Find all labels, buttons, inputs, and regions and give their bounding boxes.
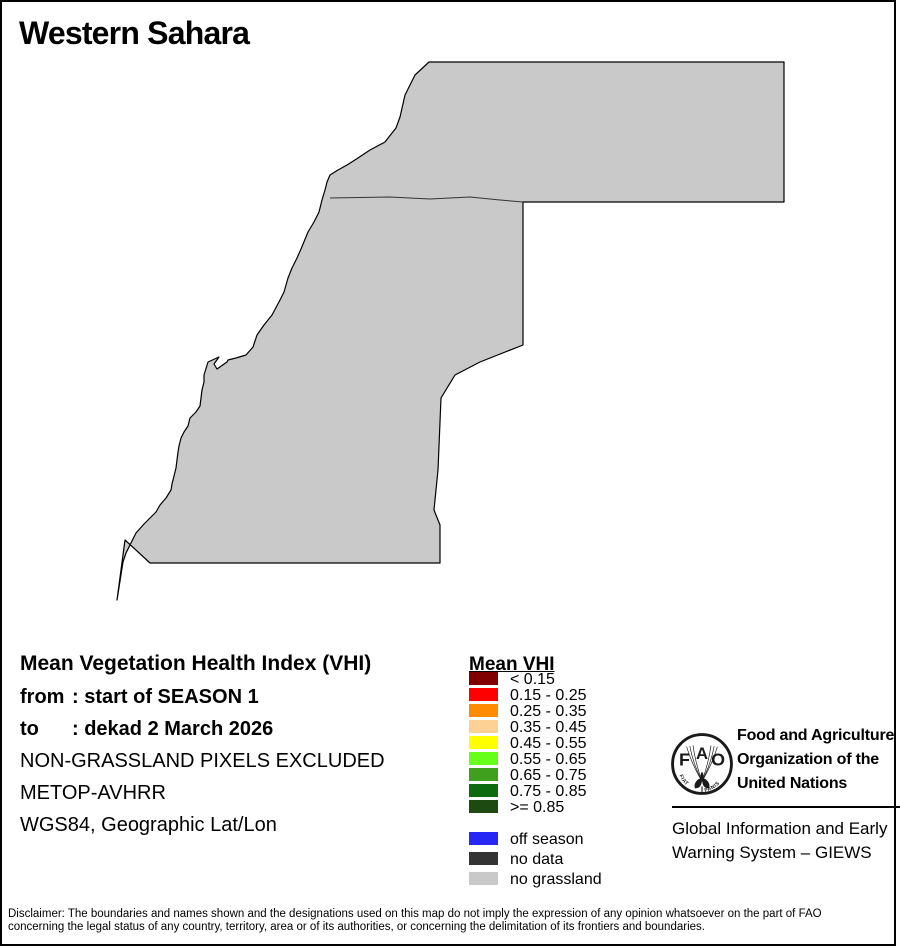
svg-text:A: A <box>696 744 708 763</box>
